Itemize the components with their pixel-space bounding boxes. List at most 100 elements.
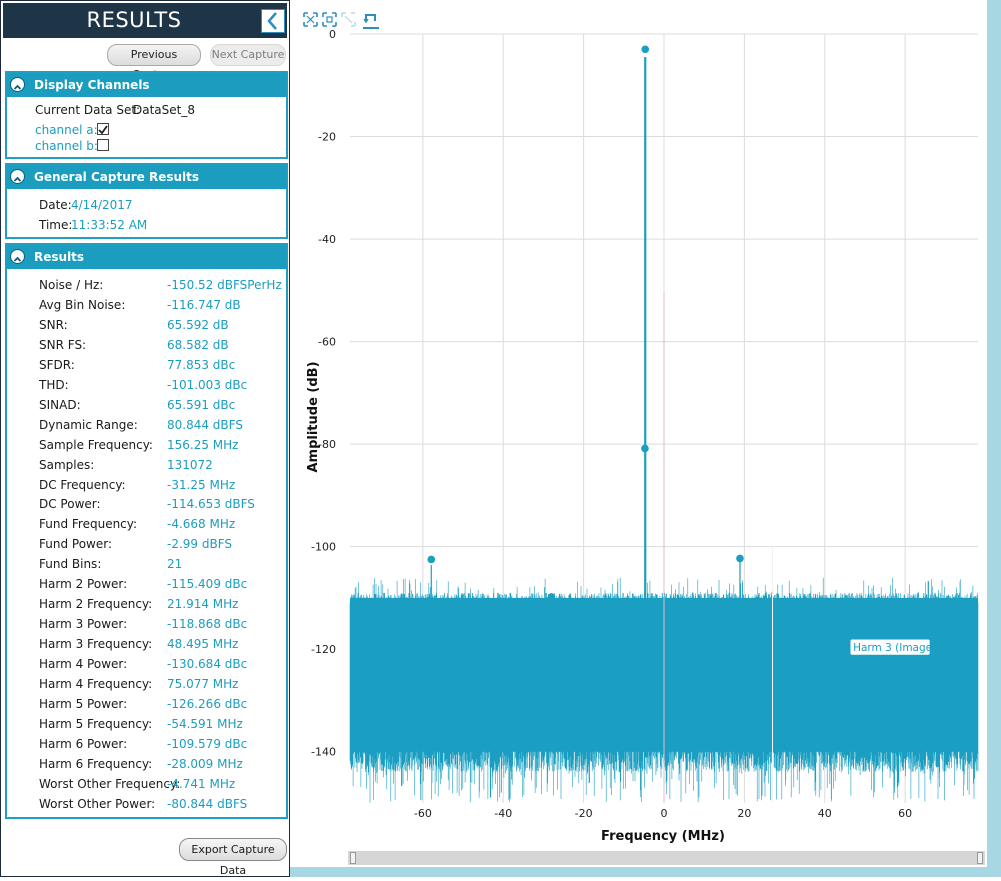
y-tick-label: -20 bbox=[318, 131, 336, 144]
marker-point bbox=[547, 593, 556, 601]
result-value: 21 bbox=[167, 557, 183, 572]
x-tick-label: 20 bbox=[737, 807, 751, 820]
channel-a-label: channel a: bbox=[35, 123, 98, 137]
panel-title: RESULTS bbox=[86, 8, 182, 32]
result-value: -109.579 dBc bbox=[167, 736, 248, 751]
result-label: DC Frequency: bbox=[39, 477, 126, 492]
result-value: -80.844 dBFS bbox=[167, 796, 248, 811]
y-tick-label: -120 bbox=[311, 643, 336, 656]
annotation-label: Harm 3 (Image) bbox=[853, 642, 936, 654]
result-value: -101.003 dBc bbox=[167, 377, 248, 392]
chevron-up-icon bbox=[10, 77, 25, 92]
general-capture-header[interactable]: General Capture Results bbox=[7, 165, 286, 189]
x-tick-label: 40 bbox=[818, 807, 832, 820]
display-channels-section: Display Channels Current Data Set: DataS… bbox=[5, 71, 288, 159]
section-title: General Capture Results bbox=[34, 170, 200, 184]
previous-capture-button[interactable]: Previous Capture bbox=[107, 44, 201, 81]
zoom-disabled-icon[interactable] bbox=[341, 12, 356, 27]
y-tick-label: -140 bbox=[311, 746, 336, 759]
channel-b-checkbox[interactable] bbox=[97, 139, 109, 151]
collapse-panel-button[interactable] bbox=[261, 9, 285, 33]
x-tick-label: 60 bbox=[898, 807, 912, 820]
result-value: -114.653 dBFS bbox=[167, 497, 255, 512]
y-tick-label: 0 bbox=[329, 28, 336, 41]
result-label: Avg Bin Noise: bbox=[39, 297, 126, 312]
result-value: -150.52 dBFSPerHz bbox=[167, 278, 282, 292]
window-border bbox=[987, 0, 1001, 877]
time-label: Time: bbox=[39, 218, 73, 232]
result-label: Worst Other Frequency: bbox=[39, 776, 181, 791]
result-value: -116.747 dB bbox=[167, 297, 241, 312]
result-value: -118.868 dBc bbox=[167, 617, 248, 632]
result-value: 48.495 MHz bbox=[167, 637, 239, 652]
result-value: -2.99 dBFS bbox=[167, 537, 233, 552]
marker-point bbox=[427, 555, 436, 564]
result-label: SFDR: bbox=[39, 357, 75, 372]
result-value: 131072 bbox=[167, 457, 213, 472]
chart-toolbar bbox=[303, 10, 383, 30]
results-section-header[interactable]: Results bbox=[7, 245, 286, 269]
result-label: Harm 4 Frequency: bbox=[39, 677, 153, 691]
result-label: Fund Power: bbox=[39, 537, 113, 552]
date-value: 4/14/2017 bbox=[71, 198, 133, 212]
result-value: -54.591 MHz bbox=[167, 716, 243, 731]
y-tick-label: -60 bbox=[318, 336, 336, 349]
result-label: Sample Frequency: bbox=[39, 437, 153, 452]
y-tick-label: -100 bbox=[311, 541, 336, 554]
x-scrollbar[interactable] bbox=[348, 851, 985, 865]
time-value: 11:33:52 AM bbox=[71, 218, 148, 232]
chevron-up-icon bbox=[10, 169, 25, 184]
result-label: DC Power: bbox=[39, 497, 101, 512]
x-tick-label: -40 bbox=[494, 807, 512, 820]
zoom-fit-icon[interactable] bbox=[303, 12, 318, 27]
result-value: -4.668 MHz bbox=[167, 517, 236, 532]
undo-zoom-icon[interactable] bbox=[363, 14, 379, 29]
chart-marks: Harm 3 (Image) bbox=[427, 45, 936, 803]
result-label: Harm 3 Power: bbox=[39, 617, 128, 632]
next-capture-button[interactable]: Next Capture bbox=[210, 44, 286, 66]
noise-trace bbox=[349, 577, 979, 803]
export-capture-data-button[interactable]: Export Capture Data bbox=[179, 838, 287, 877]
chevron-left-icon bbox=[267, 12, 277, 30]
result-label: SNR FS: bbox=[39, 337, 87, 352]
result-value: 75.077 MHz bbox=[167, 677, 239, 691]
y-axis-label: Amplitude (dB) bbox=[306, 361, 321, 472]
chevron-up-icon bbox=[10, 249, 25, 264]
result-label: Worst Other Power: bbox=[39, 796, 156, 811]
y-tick-label: -40 bbox=[318, 233, 336, 246]
result-value: -31.25 MHz bbox=[167, 477, 236, 492]
result-label: Fund Frequency: bbox=[39, 517, 138, 532]
window-border bbox=[290, 867, 1001, 877]
marker-point bbox=[641, 444, 649, 453]
marker-point bbox=[641, 45, 650, 54]
annotation-box bbox=[849, 638, 931, 656]
result-label: Harm 2 Power: bbox=[39, 577, 128, 592]
results-panel: RESULTS Previous Capture Next Capture Di… bbox=[0, 0, 290, 877]
result-value: -4.741 MHz bbox=[167, 776, 236, 791]
scroll-handle-right[interactable] bbox=[977, 852, 983, 864]
section-title: Display Channels bbox=[34, 78, 150, 92]
x-axis-label: Frequency (MHz) bbox=[601, 829, 725, 844]
result-label: SNR: bbox=[39, 317, 68, 332]
x-tick-label: 0 bbox=[661, 807, 668, 820]
result-label: THD: bbox=[39, 377, 69, 392]
scroll-handle-left[interactable] bbox=[350, 852, 356, 864]
channel-a-checkbox[interactable] bbox=[97, 123, 109, 135]
result-value: -115.409 dBc bbox=[167, 577, 248, 592]
result-label: Harm 2 Frequency: bbox=[39, 597, 153, 612]
result-label: Harm 6 Frequency: bbox=[39, 756, 153, 771]
result-value: -130.684 dBc bbox=[167, 657, 248, 672]
display-channels-header[interactable]: Display Channels bbox=[7, 73, 286, 97]
spectrum-chart[interactable]: Harm 3 (Image) 0 -20 -40 -60 -80 -100 -120 -140… bbox=[290, 20, 1001, 850]
result-value: 65.592 dB bbox=[167, 317, 229, 332]
result-label: Harm 5 Frequency: bbox=[39, 716, 153, 731]
general-capture-section: General Capture Results Date: 4/14/2017 … bbox=[5, 163, 288, 239]
dataset-value: DataSet_8 bbox=[133, 103, 195, 117]
result-value: 65.591 dBc bbox=[167, 397, 236, 412]
results-section: Results Noise / Hz: -150.52 dBFSPerHz Avg … bbox=[5, 243, 288, 819]
result-label: Harm 4 Power: bbox=[39, 657, 128, 672]
result-value: 77.853 dBc bbox=[167, 357, 236, 372]
zoom-extents-icon[interactable] bbox=[322, 12, 337, 27]
result-label: Samples: bbox=[39, 457, 95, 472]
result-label: SINAD: bbox=[39, 397, 81, 412]
